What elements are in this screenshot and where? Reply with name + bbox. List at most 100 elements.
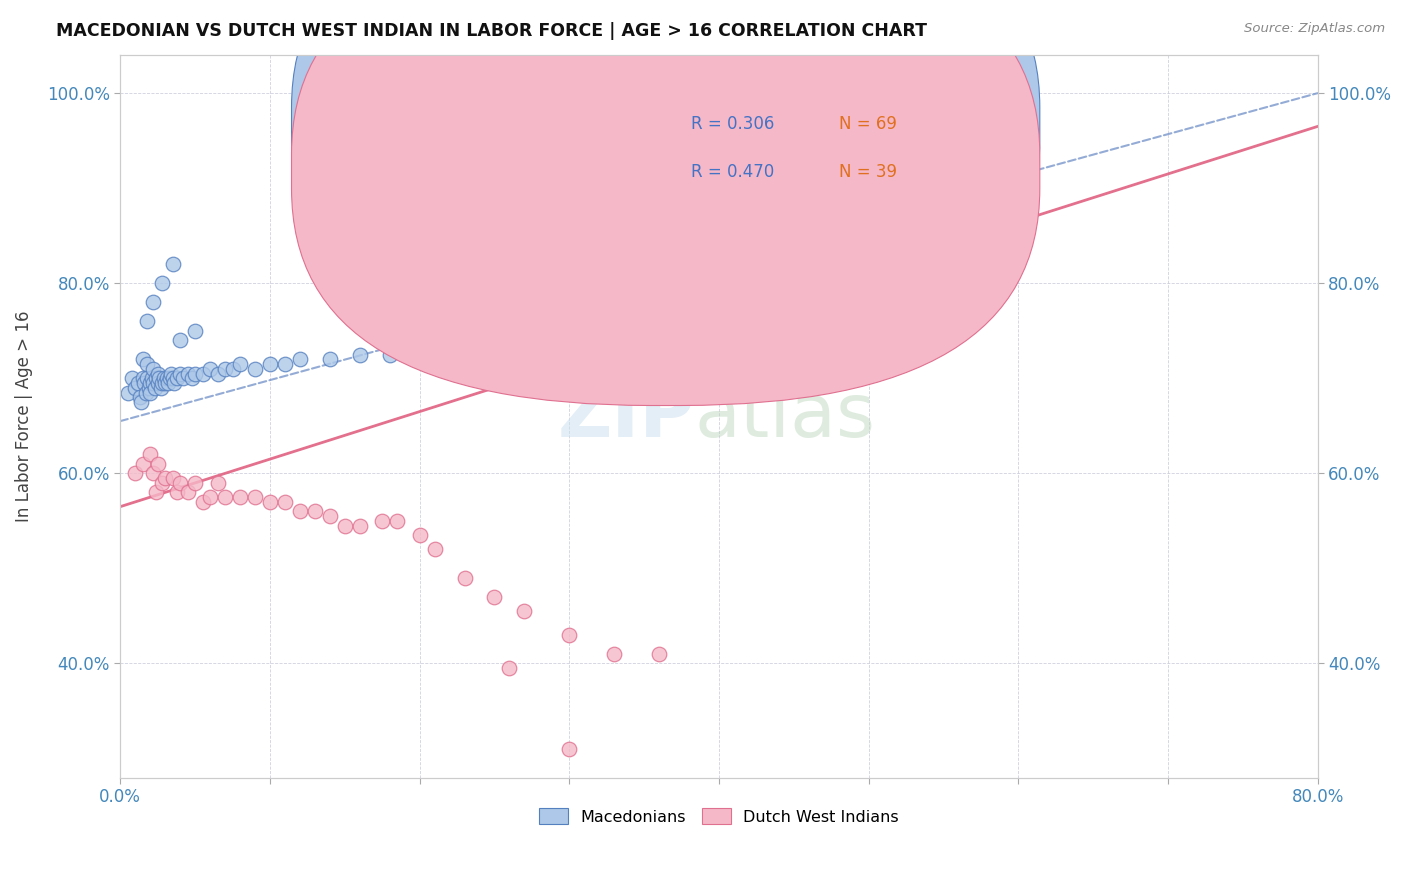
Point — [166, 371, 188, 385]
Point — [150, 277, 173, 291]
Point — [288, 352, 311, 367]
Point — [132, 371, 155, 385]
Point — [349, 518, 371, 533]
Point — [136, 357, 159, 371]
Point — [184, 324, 207, 338]
FancyBboxPatch shape — [628, 87, 988, 214]
Point — [304, 504, 326, 518]
Point — [498, 661, 520, 675]
Point — [124, 467, 146, 481]
Point — [172, 371, 194, 385]
Text: Source: ZipAtlas.com: Source: ZipAtlas.com — [1244, 22, 1385, 36]
Point — [124, 381, 146, 395]
Point — [135, 385, 157, 400]
Point — [423, 542, 446, 557]
Point — [468, 343, 491, 357]
Text: atlas: atlas — [695, 380, 876, 453]
Point — [385, 514, 408, 528]
Point — [371, 514, 394, 528]
Point — [648, 338, 671, 352]
Point — [142, 295, 165, 310]
Point — [139, 385, 162, 400]
Point — [136, 314, 159, 328]
Point — [138, 381, 160, 395]
Point — [588, 338, 610, 352]
Point — [166, 485, 188, 500]
Point — [142, 376, 165, 390]
Point — [181, 371, 204, 385]
Point — [162, 257, 184, 271]
Point — [484, 590, 506, 604]
Text: MACEDONIAN VS DUTCH WEST INDIAN IN LABOR FORCE | AGE > 16 CORRELATION CHART: MACEDONIAN VS DUTCH WEST INDIAN IN LABOR… — [56, 22, 927, 40]
Point — [153, 471, 176, 485]
Point — [129, 395, 152, 409]
FancyBboxPatch shape — [291, 0, 1040, 406]
Text: ZIP: ZIP — [558, 380, 695, 453]
Point — [152, 371, 174, 385]
Point — [169, 475, 191, 490]
Point — [150, 376, 173, 390]
Point — [157, 376, 180, 390]
Point — [229, 357, 252, 371]
Point — [145, 485, 167, 500]
Point — [513, 604, 536, 618]
Point — [558, 628, 581, 642]
Point — [439, 343, 461, 357]
Point — [617, 334, 640, 348]
Point — [141, 371, 163, 385]
Text: R = 0.306: R = 0.306 — [692, 115, 775, 133]
Text: N = 39: N = 39 — [838, 163, 897, 181]
Point — [139, 447, 162, 461]
Point — [176, 367, 198, 381]
Point — [1007, 210, 1029, 224]
Point — [184, 475, 207, 490]
Point — [221, 361, 243, 376]
Point — [214, 361, 236, 376]
Point — [408, 343, 430, 357]
Point — [603, 647, 626, 661]
Point — [163, 376, 186, 390]
Legend: Macedonians, Dutch West Indians: Macedonians, Dutch West Indians — [533, 802, 905, 831]
Point — [229, 490, 252, 504]
Point — [243, 361, 266, 376]
Point — [678, 334, 700, 348]
Point — [349, 347, 371, 361]
Point — [169, 334, 191, 348]
Point — [259, 357, 281, 371]
Point — [142, 361, 165, 376]
Point — [198, 490, 221, 504]
Point — [146, 376, 169, 390]
Point — [184, 367, 207, 381]
Text: N = 69: N = 69 — [838, 115, 897, 133]
Point — [333, 518, 356, 533]
Point — [117, 385, 139, 400]
Point — [498, 343, 520, 357]
Point — [558, 742, 581, 756]
Point — [378, 347, 401, 361]
Point — [243, 490, 266, 504]
Point — [149, 381, 172, 395]
Point — [132, 352, 155, 367]
Point — [274, 357, 297, 371]
Point — [143, 381, 166, 395]
Point — [207, 367, 229, 381]
Point — [134, 376, 156, 390]
Point — [558, 338, 581, 352]
Point — [648, 647, 671, 661]
FancyBboxPatch shape — [291, 0, 1040, 359]
Point — [259, 495, 281, 509]
Point — [139, 376, 162, 390]
Point — [453, 571, 475, 585]
Point — [408, 528, 430, 542]
Point — [176, 485, 198, 500]
Point — [150, 475, 173, 490]
Point — [146, 367, 169, 381]
Y-axis label: In Labor Force | Age > 16: In Labor Force | Age > 16 — [15, 310, 32, 522]
Point — [349, 314, 371, 328]
Point — [142, 467, 165, 481]
Point — [132, 457, 155, 471]
Point — [288, 504, 311, 518]
Point — [169, 367, 191, 381]
Point — [198, 361, 221, 376]
Point — [162, 371, 184, 385]
